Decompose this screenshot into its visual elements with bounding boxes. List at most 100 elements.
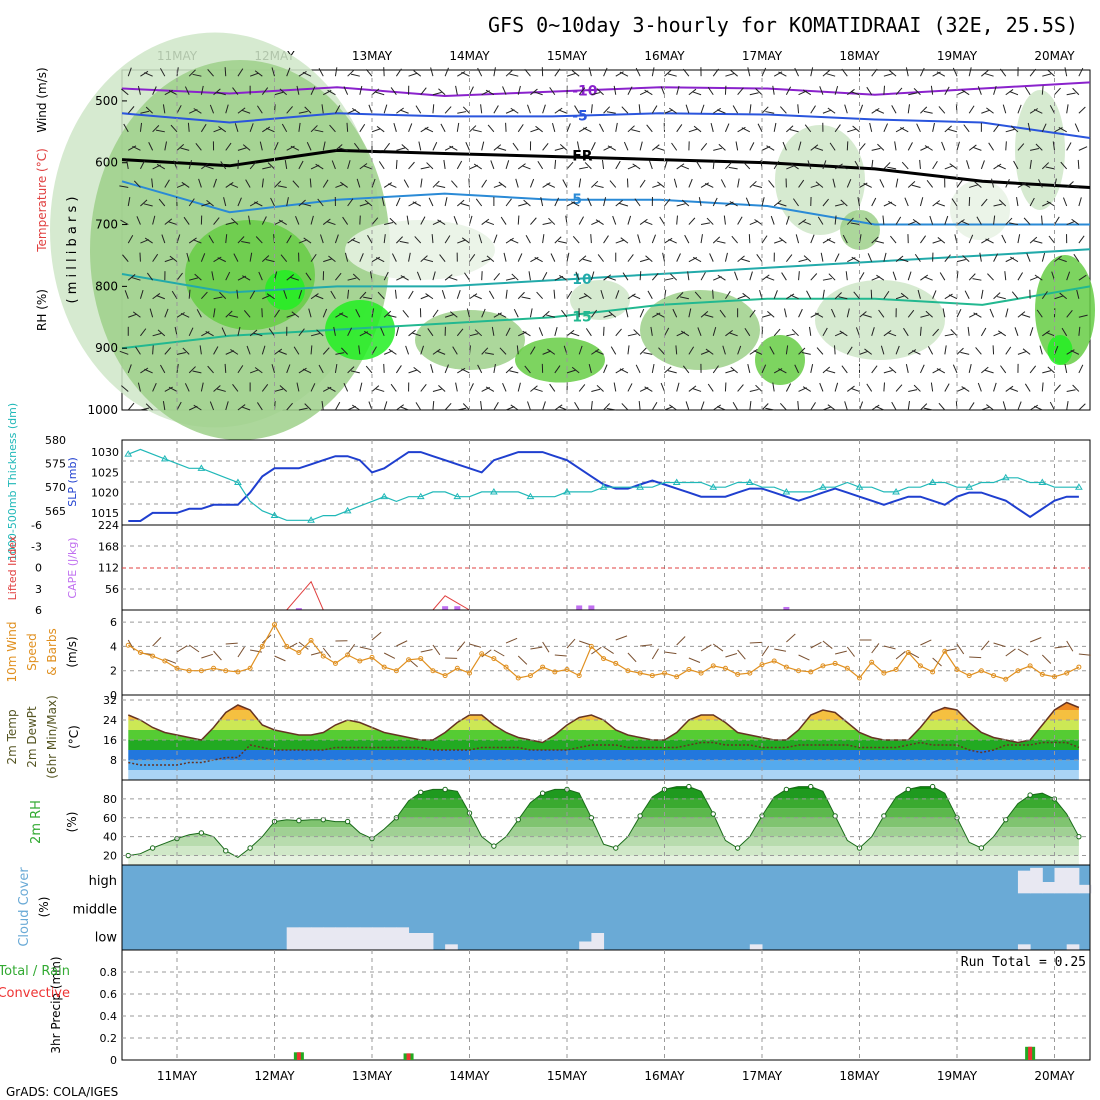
wind-barb bbox=[274, 655, 286, 662]
wind-barb bbox=[960, 220, 970, 226]
wind-barb bbox=[274, 91, 284, 96]
wind-barb bbox=[558, 240, 568, 244]
thickness-point bbox=[307, 516, 315, 523]
rh-point bbox=[418, 789, 424, 795]
wind-barb bbox=[859, 182, 868, 188]
wind-barb bbox=[907, 104, 910, 114]
wind-speed-point bbox=[978, 668, 984, 674]
wind-barb bbox=[905, 364, 909, 374]
wind-barb bbox=[457, 111, 467, 114]
wind-barb bbox=[274, 348, 283, 355]
wind-barb bbox=[716, 109, 726, 114]
wind-barb bbox=[920, 314, 930, 318]
wind-barb bbox=[810, 402, 816, 411]
wind-barb bbox=[383, 350, 393, 355]
thickness-point bbox=[380, 492, 389, 500]
wind-barb bbox=[579, 640, 591, 646]
thickness-tick-label: 580 bbox=[45, 434, 66, 447]
wind-barb bbox=[925, 310, 933, 318]
wind-barb bbox=[523, 199, 531, 207]
wind-barb bbox=[286, 67, 291, 77]
wind-speed-point bbox=[1064, 670, 1070, 676]
wind-barb bbox=[1017, 272, 1024, 281]
wind-barb bbox=[782, 141, 787, 151]
cape-bar bbox=[576, 605, 583, 610]
wind-barb bbox=[371, 308, 375, 318]
wind-barb bbox=[804, 124, 812, 133]
wind-barb bbox=[554, 404, 563, 411]
wind-barb bbox=[274, 388, 284, 392]
temp-band bbox=[128, 740, 1079, 750]
wind-barb bbox=[786, 125, 794, 133]
wind-barb bbox=[196, 309, 202, 318]
wind-barb bbox=[517, 655, 528, 665]
wind-barb bbox=[912, 350, 921, 355]
wind-barb bbox=[936, 202, 945, 207]
wind-barb bbox=[668, 238, 677, 244]
wind-barb bbox=[152, 293, 161, 300]
rh-point bbox=[734, 845, 741, 851]
wind-barb bbox=[347, 237, 356, 244]
wind-barb bbox=[944, 254, 951, 262]
wind-speed-point bbox=[601, 656, 607, 662]
wind-barb bbox=[444, 364, 449, 374]
wind-speed-point bbox=[515, 675, 521, 681]
wind-barb bbox=[408, 290, 414, 299]
wind-barb bbox=[725, 290, 731, 299]
wind-barb bbox=[644, 386, 653, 392]
wind-barb bbox=[481, 308, 486, 318]
wind-barb bbox=[559, 274, 568, 281]
wind-barb bbox=[1078, 106, 1086, 114]
wind-barb bbox=[554, 159, 557, 169]
wind-barb bbox=[1066, 309, 1073, 318]
wind-barb bbox=[724, 252, 728, 262]
wind-barb bbox=[237, 404, 246, 411]
wind-speed-point bbox=[503, 664, 509, 670]
wind-barb bbox=[363, 296, 373, 300]
wind-barb bbox=[772, 382, 775, 392]
wind-barb bbox=[399, 406, 409, 411]
wind-barb bbox=[801, 352, 811, 355]
wind-barb bbox=[850, 91, 860, 96]
lifted-tick-label: -3 bbox=[31, 540, 42, 553]
wind-barb bbox=[524, 365, 531, 374]
wind-barb bbox=[1029, 108, 1039, 114]
wind-barb bbox=[826, 73, 836, 77]
wind-barb bbox=[310, 293, 319, 300]
wind-barb bbox=[1029, 68, 1037, 77]
wind-barb bbox=[968, 67, 972, 77]
wind-barb bbox=[832, 178, 836, 188]
wind-barb bbox=[980, 160, 985, 170]
wind-barb bbox=[814, 312, 824, 318]
rh-band bbox=[128, 808, 1079, 818]
wind-barb bbox=[213, 256, 222, 263]
rh-point bbox=[442, 786, 448, 793]
wind-barb bbox=[932, 161, 938, 170]
rh-shade bbox=[515, 337, 605, 383]
chart-title: GFS 0~10day 3-hourly for KOMATIDRAAI (32… bbox=[488, 13, 1078, 37]
bottom-day-label: 13MAY bbox=[352, 1069, 393, 1083]
wind-barb bbox=[322, 647, 332, 658]
wind-barb bbox=[189, 277, 199, 281]
wind-barb bbox=[540, 197, 544, 207]
wind-barb bbox=[164, 258, 174, 263]
wind-barb bbox=[368, 104, 373, 114]
wind-barb bbox=[887, 332, 897, 337]
wind-barb bbox=[613, 382, 617, 392]
wind-barb bbox=[840, 199, 848, 207]
wind-speed-point bbox=[1027, 663, 1033, 669]
wind-speed-point bbox=[722, 665, 728, 671]
isotherm-label: 5 bbox=[572, 192, 582, 208]
wind-barb bbox=[916, 123, 921, 133]
wind-barb bbox=[761, 106, 769, 114]
wind-barb bbox=[552, 122, 556, 132]
wind-barb bbox=[350, 73, 360, 77]
wind-barb bbox=[737, 345, 742, 355]
wind-barb bbox=[396, 107, 404, 114]
wind-barb bbox=[707, 383, 714, 392]
wind-barb bbox=[383, 271, 389, 281]
wind-barb bbox=[664, 109, 674, 114]
wind-barb bbox=[809, 326, 812, 336]
wind-barb bbox=[302, 71, 312, 77]
